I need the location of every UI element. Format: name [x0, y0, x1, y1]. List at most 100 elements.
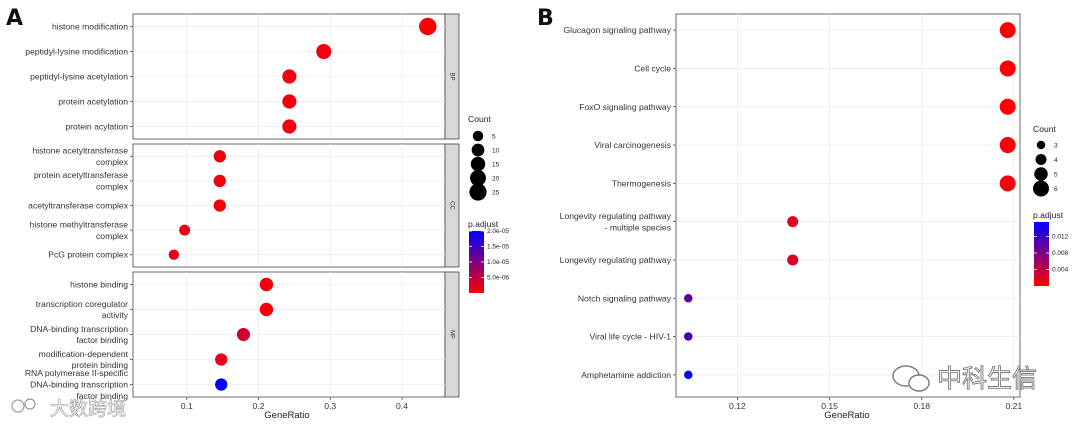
- wechat-logo-icon-small: [908, 374, 930, 392]
- panel-b-data-point: [999, 22, 1016, 39]
- panel-a-count-legend-key: [470, 156, 486, 172]
- panel-a-data-point: [168, 249, 180, 260]
- panel-a-plot: BP histone modification peptidyl-lysine mo…: [25, 13, 460, 411]
- panel-b-category-label: Longevity regulating pathway: [560, 255, 672, 265]
- panel-b-category-label: FoxO signaling pathway: [579, 102, 671, 112]
- panel-b-category-label: Notch signaling pathway: [578, 293, 672, 303]
- panel-b-category-label: Glucagon signaling pathway: [564, 25, 672, 35]
- panel-b-category-label: Amphetamine addiction: [581, 370, 671, 380]
- panel-a-category-label: modification-dependent: [39, 349, 129, 359]
- panel-b-count-legend-key: [1033, 180, 1049, 197]
- panel-a-count-legend-key: [470, 170, 486, 186]
- panel-a-facet-strip-label: BP: [448, 72, 454, 80]
- panel-a-data-point: [213, 199, 226, 212]
- panel-b-data-point: [999, 137, 1016, 154]
- watermark-right-text: 中科生信: [937, 364, 1037, 393]
- panel-a-category-label: activity: [102, 310, 129, 320]
- panel-b-x-axis-title: GeneRatio: [824, 410, 869, 421]
- panel-a-category-label: histone binding: [70, 280, 128, 290]
- panel-a-category-label: factor binding: [76, 391, 128, 401]
- panel-b-count-legend-title: Count: [1033, 124, 1057, 134]
- panel-b-data-point: [684, 370, 693, 380]
- panel-b-count-legend-key: [1034, 167, 1048, 181]
- panel-b-padjust-legend: p.adjust 0.012 0.008 0.004: [1033, 210, 1069, 286]
- panel-a-data-point: [215, 378, 228, 391]
- panel-a-x-tick-label: 0.2: [253, 401, 265, 411]
- panel-a-category-label: protein acylation: [65, 122, 128, 132]
- panel-a-count-legend-label: 10: [492, 147, 500, 154]
- panel-a-data-point: [282, 119, 297, 134]
- panel-b-category-label: Longevity regulating pathway: [560, 211, 672, 221]
- panel-b-count-legend-key: [1036, 140, 1046, 150]
- panel-a-count-legend-label: 25: [492, 189, 500, 196]
- panel-a-category-label: protein binding: [72, 360, 129, 370]
- panel-b-colorbar-label: 0.004: [1052, 267, 1069, 274]
- panel-a-colorbar-label: 2.0e-05: [487, 228, 509, 235]
- panel-b-data-point: [999, 60, 1016, 77]
- panel-a-label: A: [6, 6, 23, 31]
- panel-a-data-point: [213, 150, 226, 163]
- panel-b-category-label: Viral life cycle - HIV-1: [589, 332, 671, 342]
- panel-a-category-label: histone methyltransferase: [30, 219, 129, 229]
- panel-b-count-legend-key: [1035, 154, 1047, 165]
- panel-a-data-point: [215, 353, 228, 366]
- panel-a-facet-strip-label: CC: [448, 201, 454, 210]
- panel-b-category-label: Cell cycle: [634, 63, 671, 73]
- panel-a-count-legend: Count 5 10 15 20 25: [468, 114, 500, 201]
- panel-a-category-label: complex: [96, 182, 129, 192]
- panel-a-count-legend-key: [469, 183, 487, 201]
- panel-a-data-point: [282, 69, 297, 84]
- panel-b-colorbar-label: 0.012: [1052, 234, 1069, 241]
- watermark-left-logo-icon-b: [24, 398, 36, 410]
- panel-b-data-point: [684, 332, 693, 341]
- panel-a-colorbar: [469, 231, 484, 293]
- panel-b-plot: Glucagon signaling pathway Cell cycle FoxO…: [560, 13, 1022, 411]
- panel-b-x-tick-label: 0.15: [821, 401, 838, 411]
- panel-a-category-label: peptidyl-lysine modification: [25, 47, 128, 57]
- watermark-left: 大数跨境: [11, 398, 126, 420]
- panel-b-category-label: - multiple species: [605, 222, 671, 232]
- panel-a-count-legend-label: 15: [492, 161, 500, 168]
- panel-a-data-point: [179, 224, 191, 236]
- panel-b-frame: [675, 13, 1021, 398]
- panel-a-data-point: [282, 94, 297, 109]
- panel-a-category-label: complex: [96, 157, 129, 167]
- panel-b-count-legend: Count 3 4 5 6: [1033, 124, 1058, 197]
- panel-b-count-legend-label: 5: [1054, 171, 1058, 178]
- panel-a-category-label: acetyltransferase complex: [28, 201, 129, 211]
- panel-a-data-point: [236, 327, 251, 342]
- panel-a-data-point: [259, 277, 274, 292]
- panel-a-category-label: protein acetyltransferase: [34, 170, 128, 180]
- panel-a-colorbar-label: 1.0e-05: [487, 259, 509, 266]
- panel-a-category-label: transcription coregulator: [36, 299, 128, 309]
- panel-a-data-point: [419, 17, 437, 36]
- watermark-left-logo-icon: [11, 399, 25, 413]
- panel-a-category-label: histone acetyltransferase: [32, 146, 128, 156]
- panel-a-count-legend-title: Count: [468, 114, 492, 124]
- panel-a-count-legend-label: 20: [492, 175, 500, 182]
- panel-a-category-label: DNA-binding transcription: [30, 324, 128, 334]
- panel-a-count-legend-key: [472, 130, 484, 142]
- panel-b-x-tick-label: 0.12: [729, 401, 746, 411]
- panel-a-category-label: RNA polymerase II-specific: [25, 368, 129, 378]
- panel-b-data-point: [684, 294, 693, 303]
- panel-a-category-label: PcG protein complex: [48, 250, 128, 260]
- panel-b-colorbar: [1034, 222, 1049, 286]
- panel-a-x-axis-title: GeneRatio: [264, 410, 309, 421]
- panel-b-data-point: [787, 216, 799, 228]
- panel-b-count-legend-label: 4: [1054, 157, 1058, 164]
- panel-a-count-legend-label: 5: [492, 133, 496, 140]
- panel-b-data-point: [787, 254, 799, 266]
- panel-a-colorbar-label: 5.0e-06: [487, 275, 509, 282]
- panel-a-facet-strip-label: MF: [448, 330, 454, 339]
- panel-a-count-legend-key: [471, 143, 485, 157]
- panel-b-category-label: Thermogenesis: [612, 178, 671, 188]
- panel-b-x-tick-label: 0.21: [1005, 401, 1022, 411]
- panel-a-category-label: factor binding: [76, 335, 128, 345]
- panel-a-x-tick-label: 0.1: [181, 401, 193, 411]
- panel-b-count-legend-label: 3: [1054, 142, 1058, 149]
- panel-a-category-label: histone modification: [52, 22, 128, 32]
- panel-b-data-point: [999, 98, 1016, 115]
- panel-b-label: B: [537, 6, 554, 31]
